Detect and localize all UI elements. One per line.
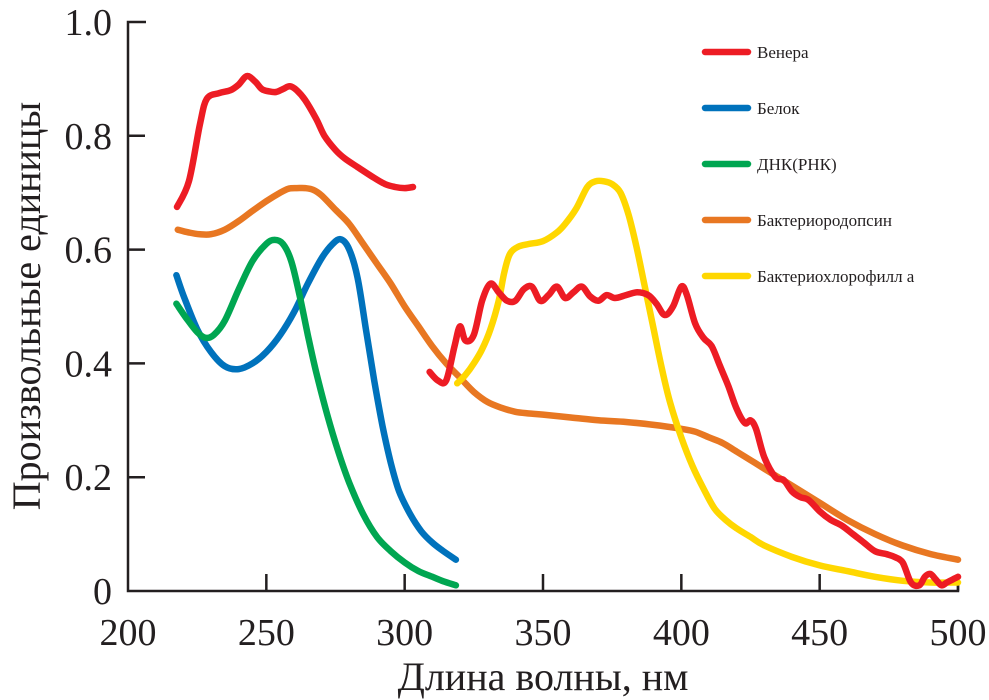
- x-axis-title: Длина волны, нм: [398, 654, 689, 699]
- x-tick-label: 200: [100, 612, 157, 654]
- axes: [126, 20, 960, 593]
- y-tick-label: 0: [93, 571, 112, 613]
- legend-item: Бактериохлорофилл а: [701, 267, 915, 286]
- y-axis-line: [126, 20, 960, 593]
- legend-item: Белок: [701, 99, 800, 118]
- legend-label: ДНК(РНК): [757, 155, 837, 174]
- legend: Венера Белок ДНК(РНК) Бактериородопсин Бакте…: [701, 43, 915, 286]
- legend-item: Бактериородопсин: [701, 211, 892, 230]
- legend-label: Бактериородопсин: [757, 211, 892, 230]
- series-1-line: [173, 72, 417, 211]
- y-tick-label: 0.6: [65, 230, 113, 272]
- x-tick-label: 300: [376, 612, 433, 654]
- series-4: [174, 184, 962, 563]
- series-3: [173, 236, 460, 589]
- legend-label: Бактериохлорофилл а: [757, 267, 915, 286]
- x-tick-label: 450: [791, 612, 848, 654]
- series-3-line: [173, 236, 460, 589]
- series-1-line: [426, 280, 962, 590]
- series-1: [173, 72, 962, 590]
- series-2: [173, 235, 460, 563]
- series-2-line: [173, 235, 460, 563]
- x-tick-label: 250: [238, 612, 295, 654]
- series-5: [453, 177, 962, 586]
- series-group: [173, 72, 962, 590]
- y-tick-label: 1.0: [65, 2, 113, 44]
- legend-item: Венера: [701, 43, 809, 62]
- legend-label: Венера: [757, 43, 809, 62]
- y-tick-label: 0.4: [65, 343, 113, 385]
- x-tick-label: 400: [653, 612, 710, 654]
- series-5-line: [453, 177, 962, 586]
- legend-item: ДНК(РНК): [701, 155, 837, 174]
- series-4-line: [174, 184, 962, 563]
- y-axis-title: Произвольные единицы: [4, 102, 49, 511]
- legend-label: Белок: [757, 99, 800, 118]
- y-tick-label: 0.8: [65, 116, 113, 158]
- y-tick-label: 0.2: [65, 457, 113, 499]
- x-tick-label: 350: [515, 612, 572, 654]
- tick-labels: 0 0.2 0.4 0.6 0.8 1.0 200 250 300 350 400 450 500: [65, 2, 987, 654]
- x-tick-label: 500: [930, 612, 987, 654]
